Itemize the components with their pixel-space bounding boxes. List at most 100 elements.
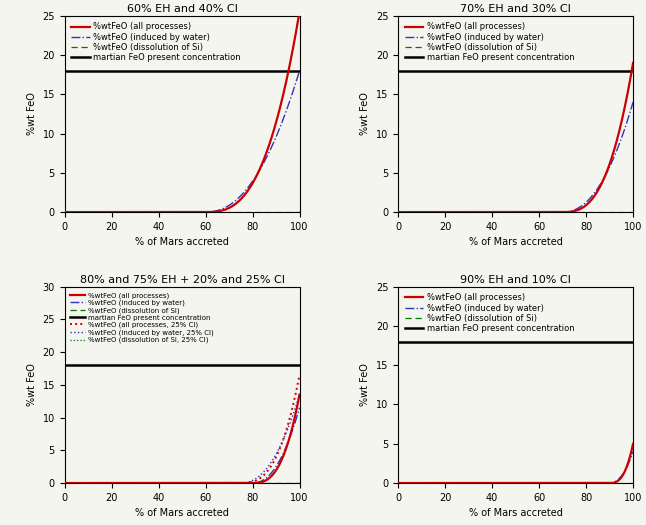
%wtFeO (dissolution of Si) [498,479,506,486]
X-axis label: % of Mars accreted: % of Mars accreted [135,237,229,247]
%wtFeO (induced by water) [248,179,256,185]
%wtFeO (all processes) [418,209,426,215]
%wtFeO (induced by water, 25% CI) [61,480,68,486]
%wtFeO (dissolution of Si) [222,479,230,486]
%wtFeO (dissolution of Si) [85,479,92,486]
%wtFeO (all processes) [498,480,506,486]
%wtFeO (dissolution of Si) [156,479,163,486]
%wtFeO (all processes) [222,480,230,486]
%wtFeO (induced by water) [556,209,563,215]
%wtFeO (all processes) [489,480,497,486]
%wtFeO (all processes) [164,480,172,486]
%wtFeO (induced by water) [556,480,563,486]
%wtFeO (all processes) [489,209,497,215]
%wtFeO (all processes) [394,480,402,486]
%wtFeO (induced by water, 25% CI) [164,480,172,486]
%wtFeO (induced by water) [581,480,589,486]
%wtFeO (induced by water, 25% CI) [244,479,252,485]
%wtFeO (dissolution of Si) [556,208,563,215]
martian FeO present concentration [394,68,402,74]
Line: %wtFeO (all processes): %wtFeO (all processes) [65,12,300,212]
%wtFeO (all processes) [61,209,68,215]
%wtFeO (dissolution of Si) [296,208,304,215]
%wtFeO (all processes) [244,187,252,194]
Line: %wtFeO (all processes): %wtFeO (all processes) [65,395,300,483]
%wtFeO (all processes) [581,203,589,209]
%wtFeO (all processes) [629,440,637,447]
X-axis label: % of Mars accreted: % of Mars accreted [135,508,229,518]
X-axis label: % of Mars accreted: % of Mars accreted [469,237,563,247]
%wtFeO (dissolution of Si) [222,208,230,215]
%wtFeO (dissolution of Si) [248,208,256,215]
Legend: %wtFeO (all processes), %wtFeO (induced by water), %wtFeO (dissolution of Si), m: %wtFeO (all processes), %wtFeO (induced … [402,291,577,335]
Title: 70% EH and 30% CI: 70% EH and 30% CI [460,4,571,14]
%wtFeO (induced by water) [61,480,68,486]
%wtFeO (induced by water) [85,480,92,486]
martian FeO present concentration [63,68,71,74]
%wtFeO (induced by water) [85,209,92,215]
Line: %wtFeO (all processes): %wtFeO (all processes) [398,444,633,483]
%wtFeO (dissolution of Si) [85,208,92,215]
%wtFeO (induced by water) [498,209,506,215]
%wtFeO (all processes) [418,480,426,486]
%wtFeO (dissolution of Si, 25% CI) [61,479,68,486]
Line: %wtFeO (induced by water, 25% CI): %wtFeO (induced by water, 25% CI) [65,395,300,483]
%wtFeO (all processes) [164,209,172,215]
%wtFeO (all processes) [244,480,252,486]
%wtFeO (dissolution of Si) [164,479,172,486]
%wtFeO (dissolution of Si) [489,208,497,215]
%wtFeO (dissolution of Si) [498,208,506,215]
%wtFeO (dissolution of Si) [581,208,589,215]
Line: %wtFeO (all processes): %wtFeO (all processes) [398,63,633,212]
martian FeO present concentration [394,339,402,345]
%wtFeO (induced by water) [578,203,585,209]
%wtFeO (dissolution of Si) [629,479,637,486]
%wtFeO (all processes, 25% CI) [222,480,230,486]
%wtFeO (induced by water) [418,209,426,215]
%wtFeO (induced by water) [489,480,497,486]
Legend: %wtFeO (all processes), %wtFeO (induced by water), %wtFeO (dissolution of Si), m: %wtFeO (all processes), %wtFeO (induced … [68,290,216,345]
Title: 80% and 75% EH + 20% and 25% CI: 80% and 75% EH + 20% and 25% CI [79,275,284,285]
%wtFeO (dissolution of Si, 25% CI) [222,479,230,486]
%wtFeO (induced by water) [296,405,304,411]
Legend: %wtFeO (all processes), %wtFeO (induced by water), %wtFeO (dissolution of Si), m: %wtFeO (all processes), %wtFeO (induced … [402,20,577,65]
%wtFeO (all processes) [85,209,92,215]
%wtFeO (induced by water) [222,204,230,211]
%wtFeO (induced by water) [296,68,304,74]
%wtFeO (induced by water) [244,480,252,486]
%wtFeO (induced by water) [156,480,163,486]
%wtFeO (induced by water) [394,209,402,215]
%wtFeO (induced by water) [578,480,585,486]
%wtFeO (dissolution of Si) [164,208,172,215]
%wtFeO (all processes) [61,480,68,486]
martian FeO present concentration [61,362,68,369]
%wtFeO (all processes) [556,480,563,486]
%wtFeO (all processes) [498,209,506,215]
Title: 60% EH and 40% CI: 60% EH and 40% CI [127,4,238,14]
%wtFeO (all processes) [578,480,585,486]
%wtFeO (induced by water, 25% CI) [248,478,256,484]
%wtFeO (all processes) [248,181,256,187]
martian FeO present concentration [397,68,404,74]
%wtFeO (dissolution of Si, 25% CI) [85,479,92,486]
%wtFeO (all processes, 25% CI) [61,480,68,486]
Y-axis label: %wt FeO: %wt FeO [27,92,37,135]
%wtFeO (dissolution of Si, 25% CI) [248,479,256,486]
martian FeO present concentration [63,362,71,369]
%wtFeO (induced by water, 25% CI) [85,480,92,486]
%wtFeO (induced by water) [418,480,426,486]
%wtFeO (induced by water) [629,448,637,455]
X-axis label: % of Mars accreted: % of Mars accreted [469,508,563,518]
%wtFeO (all processes) [581,480,589,486]
Line: %wtFeO (induced by water): %wtFeO (induced by water) [398,102,633,212]
Y-axis label: %wt FeO: %wt FeO [360,363,370,406]
%wtFeO (dissolution of Si) [629,208,637,215]
%wtFeO (dissolution of Si) [244,208,252,215]
%wtFeO (induced by water) [164,209,172,215]
%wtFeO (dissolution of Si) [296,479,304,486]
%wtFeO (dissolution of Si, 25% CI) [244,479,252,486]
%wtFeO (induced by water, 25% CI) [222,480,230,486]
%wtFeO (induced by water) [244,185,252,191]
%wtFeO (dissolution of Si) [418,479,426,486]
%wtFeO (all processes, 25% CI) [156,480,163,486]
